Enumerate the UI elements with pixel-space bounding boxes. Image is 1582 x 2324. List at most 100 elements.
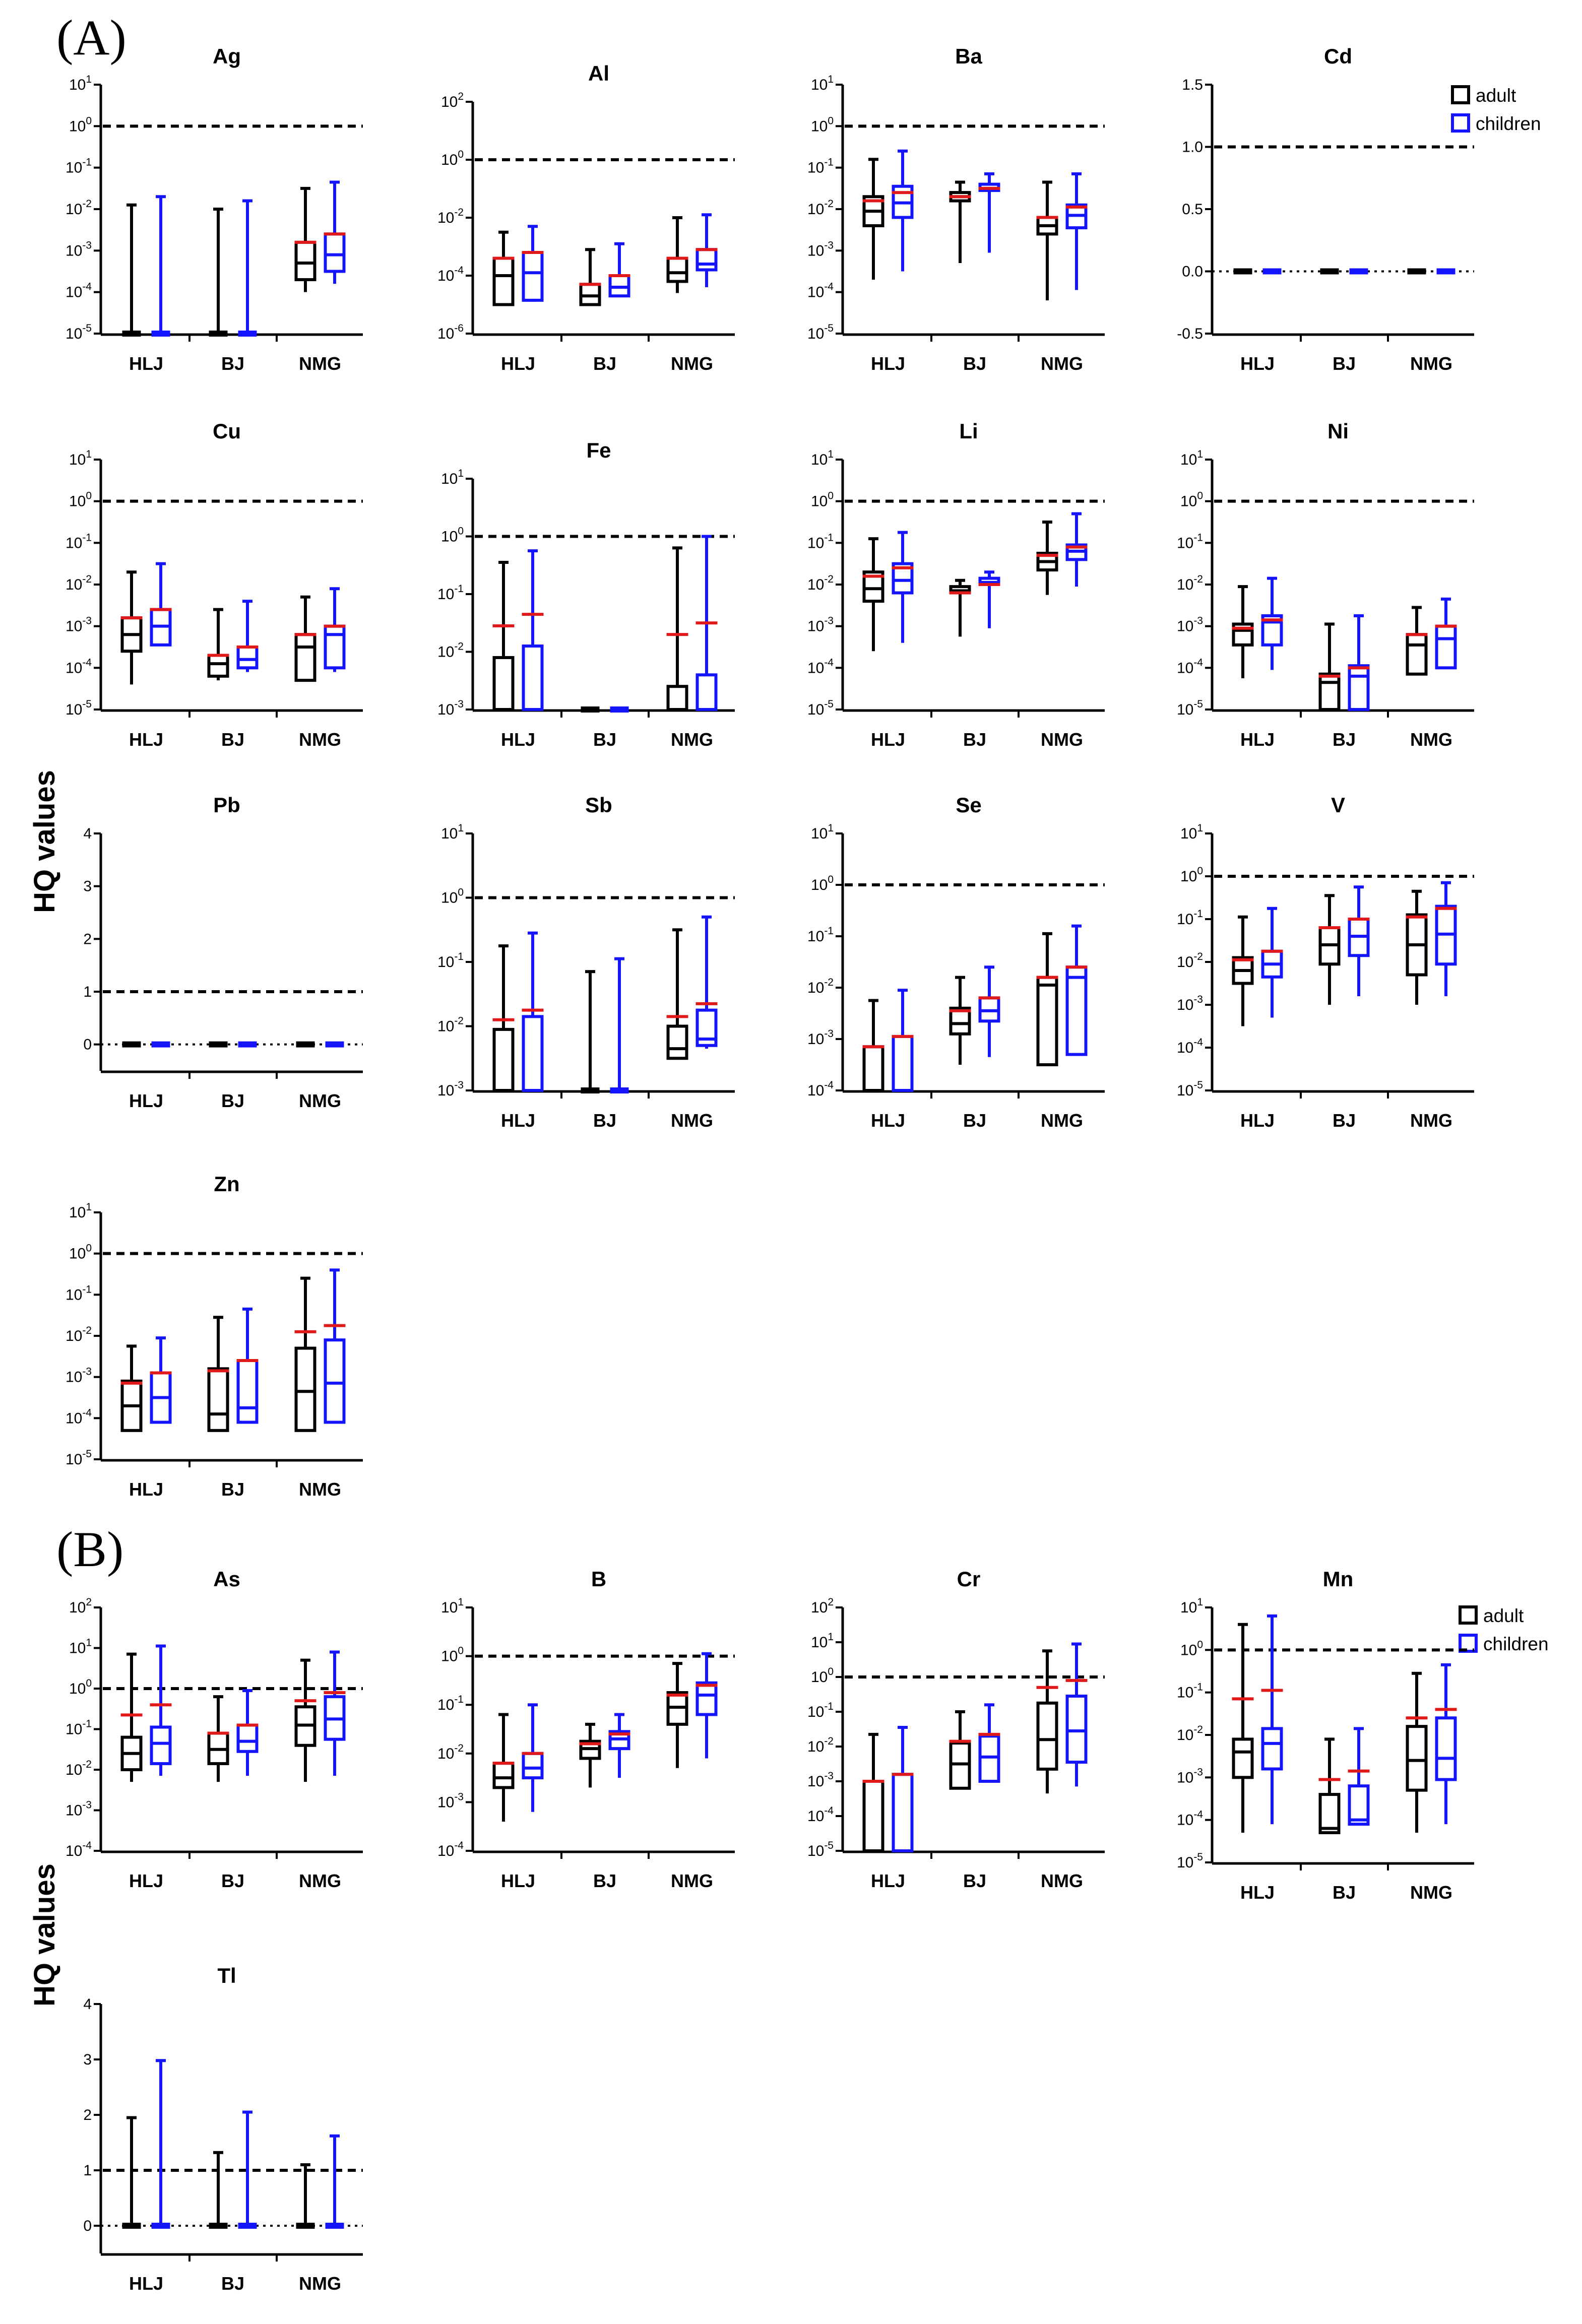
y-tick-label: 10-2 <box>66 573 92 593</box>
x-category-label: BJ <box>963 1870 986 1891</box>
y-tick-label: 0 <box>83 1037 92 1053</box>
box-children-hlj <box>522 549 544 712</box>
x-category-label: NMG <box>1410 729 1452 750</box>
box-children-bj <box>978 1703 1000 1783</box>
box-adult-bj <box>1318 894 1341 1005</box>
x-category-label: BJ <box>221 353 244 374</box>
box-children-nmg <box>695 535 718 712</box>
y-tick-exponent: -1 <box>454 583 464 595</box>
box-adult-nmg <box>666 928 688 1060</box>
y-tick-label: 10-5 <box>66 698 92 718</box>
y-tick-exponent: -1 <box>824 1701 834 1712</box>
x-category-label: NMG <box>299 729 341 750</box>
y-tick-exponent: -3 <box>1193 994 1203 1005</box>
box-iqr <box>522 1015 544 1092</box>
box-iqr <box>1318 672 1341 711</box>
y-tick-exponent: 1 <box>828 1631 834 1643</box>
y-tick-exponent: -3 <box>824 239 834 251</box>
y-tick-exponent: -3 <box>824 615 834 627</box>
y-tick-label: 10-2 <box>807 977 834 996</box>
y-tick-exponent: -4 <box>1193 657 1203 668</box>
y-tick-exponent: 2 <box>458 91 464 102</box>
y-tick-exponent: -2 <box>824 573 834 585</box>
y-tick-label: 10-1 <box>66 532 92 551</box>
chart-title: Ba <box>955 44 982 68</box>
y-tick-label: 10-2 <box>807 1735 834 1755</box>
y-tick-label: 10-1 <box>807 532 834 551</box>
chart-title: Cr <box>957 1567 981 1591</box>
box-iqr <box>522 1752 544 1780</box>
x-category-label: BJ <box>1333 353 1356 374</box>
box-adult-hlj <box>122 203 141 337</box>
chart-title: Li <box>959 419 978 443</box>
box-children-hlj <box>892 989 914 1092</box>
y-tick-label: 10-5 <box>807 322 834 342</box>
box-adult-hlj <box>492 944 515 1092</box>
x-category-label: BJ <box>593 729 616 750</box>
box-adult-hlj <box>862 537 884 652</box>
x-category-label: BJ <box>221 2273 244 2294</box>
y-tick-exponent: -5 <box>82 1448 92 1460</box>
x-category-label: HLJ <box>129 353 163 374</box>
y-tick-exponent: -1 <box>824 532 834 543</box>
legend-adult-label: adult <box>1476 85 1516 106</box>
chart-title: Se <box>956 793 981 817</box>
y-tick-label: 10-4 <box>66 657 92 676</box>
x-category-label: BJ <box>221 1870 244 1891</box>
x-category-label: HLJ <box>871 1870 905 1891</box>
box-adult-hlj <box>862 158 884 280</box>
y-tick-label: 3 <box>83 878 92 895</box>
y-tick-exponent: 2 <box>86 1596 92 1608</box>
x-category-label: HLJ <box>501 1110 535 1131</box>
y-tick-exponent: -4 <box>1193 1037 1203 1048</box>
y-tick-label: 10-3 <box>437 698 464 718</box>
y-tick-exponent: -3 <box>824 1028 834 1040</box>
y-tick-label: 0.0 <box>1182 264 1203 280</box>
y-tick-label: 102 <box>441 91 464 110</box>
x-category-label: NMG <box>671 729 713 750</box>
box-adult-nmg <box>294 595 317 682</box>
box-adult-bj <box>949 1710 971 1790</box>
chart-title: Ag <box>213 44 241 68</box>
y-tick-exponent: -1 <box>82 157 92 168</box>
box-adult-nmg <box>294 1658 317 1782</box>
x-category-label: NMG <box>299 1870 341 1891</box>
box-children-hlj <box>151 195 170 337</box>
box-children-bj <box>1348 614 1370 711</box>
y-tick-label: 10-1 <box>807 925 834 945</box>
y-tick-label: 0.5 <box>1182 201 1203 218</box>
box-children-bj <box>608 242 630 298</box>
y-tick-label: 101 <box>1180 448 1203 468</box>
y-tick-exponent: -1 <box>824 925 834 937</box>
box-iqr <box>150 1725 172 1765</box>
chart-title: Tl <box>217 1964 236 1987</box>
y-tick-label: 10-1 <box>66 1283 92 1303</box>
y-tick-label: 10-1 <box>437 583 464 603</box>
box-adult-hlj <box>862 999 884 1092</box>
box-adult-hlj <box>492 1713 515 1822</box>
y-tick-label: 10-1 <box>1177 1682 1203 1701</box>
panel-label-b: (B) <box>56 1521 123 1577</box>
box-iqr <box>207 1367 229 1432</box>
y-tick-exponent: -1 <box>454 951 464 962</box>
box-iqr <box>1435 624 1457 670</box>
y-axis-label-b: HQ values <box>28 1863 61 2007</box>
box-children-bj <box>608 1713 630 1778</box>
y-tick-label: 0 <box>83 2218 92 2234</box>
box-adult-nmg <box>1406 1671 1428 1833</box>
box-children-nmg <box>324 1268 346 1424</box>
box-iqr <box>324 232 346 273</box>
y-tick-label: 10-4 <box>437 265 464 284</box>
x-category-label: HLJ <box>129 1090 163 1111</box>
y-tick-exponent: -2 <box>824 198 834 210</box>
y-tick-exponent: -1 <box>1193 908 1203 920</box>
x-category-label: HLJ <box>1240 729 1275 750</box>
x-category-label: BJ <box>221 729 244 750</box>
y-tick-label: 100 <box>1180 490 1203 510</box>
y-tick-exponent: -4 <box>82 281 92 293</box>
x-category-label: BJ <box>963 1110 986 1131</box>
x-category-label: NMG <box>1041 729 1083 750</box>
y-tick-label: 10-4 <box>1177 1037 1203 1056</box>
